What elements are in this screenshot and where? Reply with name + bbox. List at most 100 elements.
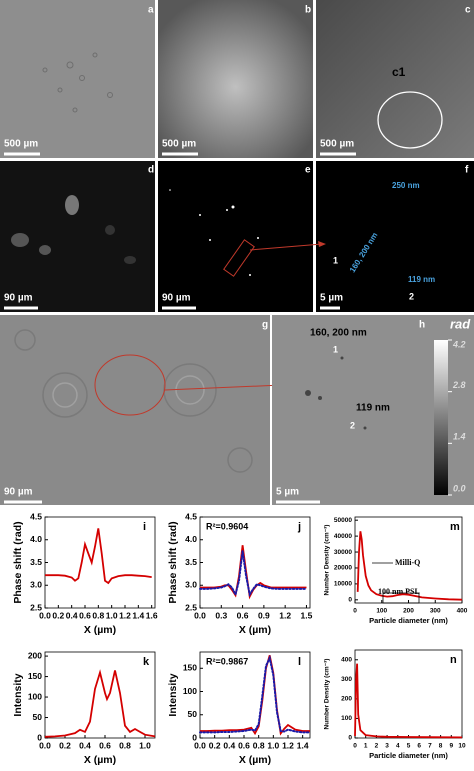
y-tick-label: 50 xyxy=(33,712,43,722)
region-circle xyxy=(94,354,166,416)
panel-label: f xyxy=(465,165,469,176)
x-axis-label: X (µm) xyxy=(239,754,271,766)
x-tick-label: 0.3 xyxy=(215,610,227,620)
annotation: 2 xyxy=(350,420,355,430)
scale-bar-label: 500 µm xyxy=(4,139,38,150)
x-tick-label: 0.0 xyxy=(39,610,51,620)
y-axis-label: Phase shift (rad) xyxy=(167,521,179,603)
x-axis-label: X (µm) xyxy=(84,624,116,636)
y-tick-label: 150 xyxy=(183,663,197,673)
annotation: 250 nm xyxy=(392,181,420,190)
y-tick-label: 3.0 xyxy=(185,580,197,590)
y-axis-label: Intensity xyxy=(12,673,24,716)
x-tick-label: 0.4 xyxy=(223,740,235,750)
image-e xyxy=(158,161,313,312)
y-tick-label: 4.0 xyxy=(185,534,197,544)
plot-frame xyxy=(354,649,463,739)
panel-label: c xyxy=(465,5,471,16)
x-tick-label: 7 xyxy=(428,743,432,750)
x-tick-label: 8 xyxy=(439,743,443,750)
y-tick-label: 100 xyxy=(28,691,42,701)
x-tick-label: 0 xyxy=(353,743,357,750)
scale-bar-label: 90 µm xyxy=(4,487,33,498)
panel-label: a xyxy=(148,5,154,16)
scale-bar-label: 90 µm xyxy=(162,293,191,304)
panel-label: k xyxy=(143,656,150,668)
y-tick-label: 200 xyxy=(341,696,352,703)
arrow-head xyxy=(318,241,326,247)
x-tick-label: 3 xyxy=(385,743,389,750)
line xyxy=(199,550,308,598)
colorbar xyxy=(434,340,448,495)
panel-label: e xyxy=(305,165,311,176)
x-tick-label: 2 xyxy=(375,743,379,750)
texture xyxy=(11,195,136,264)
scale-bar-label: 5 µm xyxy=(320,293,343,304)
scale-bar-label: 500 µm xyxy=(320,139,354,150)
y-tick-label: 200 xyxy=(28,650,42,660)
image-c xyxy=(316,0,474,158)
image-a xyxy=(0,0,155,158)
scale-bar-label: 500 µm xyxy=(162,139,196,150)
y-tick-label: 0 xyxy=(348,735,352,742)
y-tick-label: 100 xyxy=(341,715,352,722)
y-tick-label: 4.5 xyxy=(30,511,42,521)
annotation-box xyxy=(382,592,420,604)
panel-label: b xyxy=(305,5,311,16)
x-tick-label: 0.6 xyxy=(238,740,250,750)
x-tick-label: 1.2 xyxy=(279,610,291,620)
region-circle xyxy=(377,91,443,149)
panel-label: g xyxy=(262,320,268,331)
x-axis-label: X (µm) xyxy=(84,754,116,766)
annotation: 2 xyxy=(409,291,414,301)
y-tick-label: 4.0 xyxy=(30,534,42,544)
y-tick-label: 20000 xyxy=(334,565,352,572)
image-f xyxy=(316,161,474,312)
annotation: Milli-Q xyxy=(395,558,420,567)
panel-label: d xyxy=(148,165,154,176)
colorbar-title: rad xyxy=(450,316,471,331)
annotation: R²=0.9867 xyxy=(206,656,248,666)
texture xyxy=(42,52,113,113)
y-tick-label: 0 xyxy=(37,732,42,742)
x-tick-label: 5 xyxy=(407,743,411,750)
x-tick-label: 0.4 xyxy=(66,610,78,620)
annotation: R²=0.9604 xyxy=(206,521,248,531)
y-tick-label: 50000 xyxy=(334,517,352,524)
x-tick-label: 0.2 xyxy=(52,610,64,620)
panel-label: m xyxy=(450,521,460,533)
x-axis-label: Particle diameter (nm) xyxy=(369,751,448,760)
colorbar-tick-label: 2.8 xyxy=(452,380,466,390)
y-tick-label: 150 xyxy=(28,671,42,681)
y-tick-label: 30000 xyxy=(334,549,352,556)
y-tick-label: 3.0 xyxy=(30,580,42,590)
panel-label: h xyxy=(419,320,425,331)
x-tick-label: 1.0 xyxy=(267,740,279,750)
y-tick-label: 3.5 xyxy=(30,557,42,567)
x-axis-label: Particle diameter (nm) xyxy=(369,616,448,625)
x-axis-label: X (µm) xyxy=(239,624,271,636)
image-b xyxy=(158,0,313,158)
scale-bar-label: 5 µm xyxy=(276,487,299,498)
y-tick-label: 400 xyxy=(341,656,352,663)
y-tick-label: 40000 xyxy=(334,533,352,540)
plot-frame xyxy=(44,651,156,739)
x-tick-label: 0.6 xyxy=(99,740,111,750)
annotation: 100 nm PSL xyxy=(378,587,420,596)
x-tick-label: 1.2 xyxy=(282,740,294,750)
x-tick-label: 1.6 xyxy=(146,610,158,620)
x-tick-label: 0.9 xyxy=(258,610,270,620)
x-tick-label: 1.2 xyxy=(119,610,131,620)
x-tick-label: 0.6 xyxy=(237,610,249,620)
line xyxy=(199,654,311,734)
x-tick-label: 0.8 xyxy=(253,740,265,750)
x-tick-label: 0.8 xyxy=(92,610,104,620)
image-g xyxy=(0,315,270,505)
x-tick-label: 0.2 xyxy=(209,740,221,750)
x-tick-label: 1.4 xyxy=(297,740,309,750)
y-tick-label: 300 xyxy=(341,676,352,683)
plot-frame xyxy=(44,516,156,609)
annotation: 1 xyxy=(333,344,338,354)
x-tick-label: 0.0 xyxy=(39,740,51,750)
y-tick-label: 0 xyxy=(192,732,197,742)
